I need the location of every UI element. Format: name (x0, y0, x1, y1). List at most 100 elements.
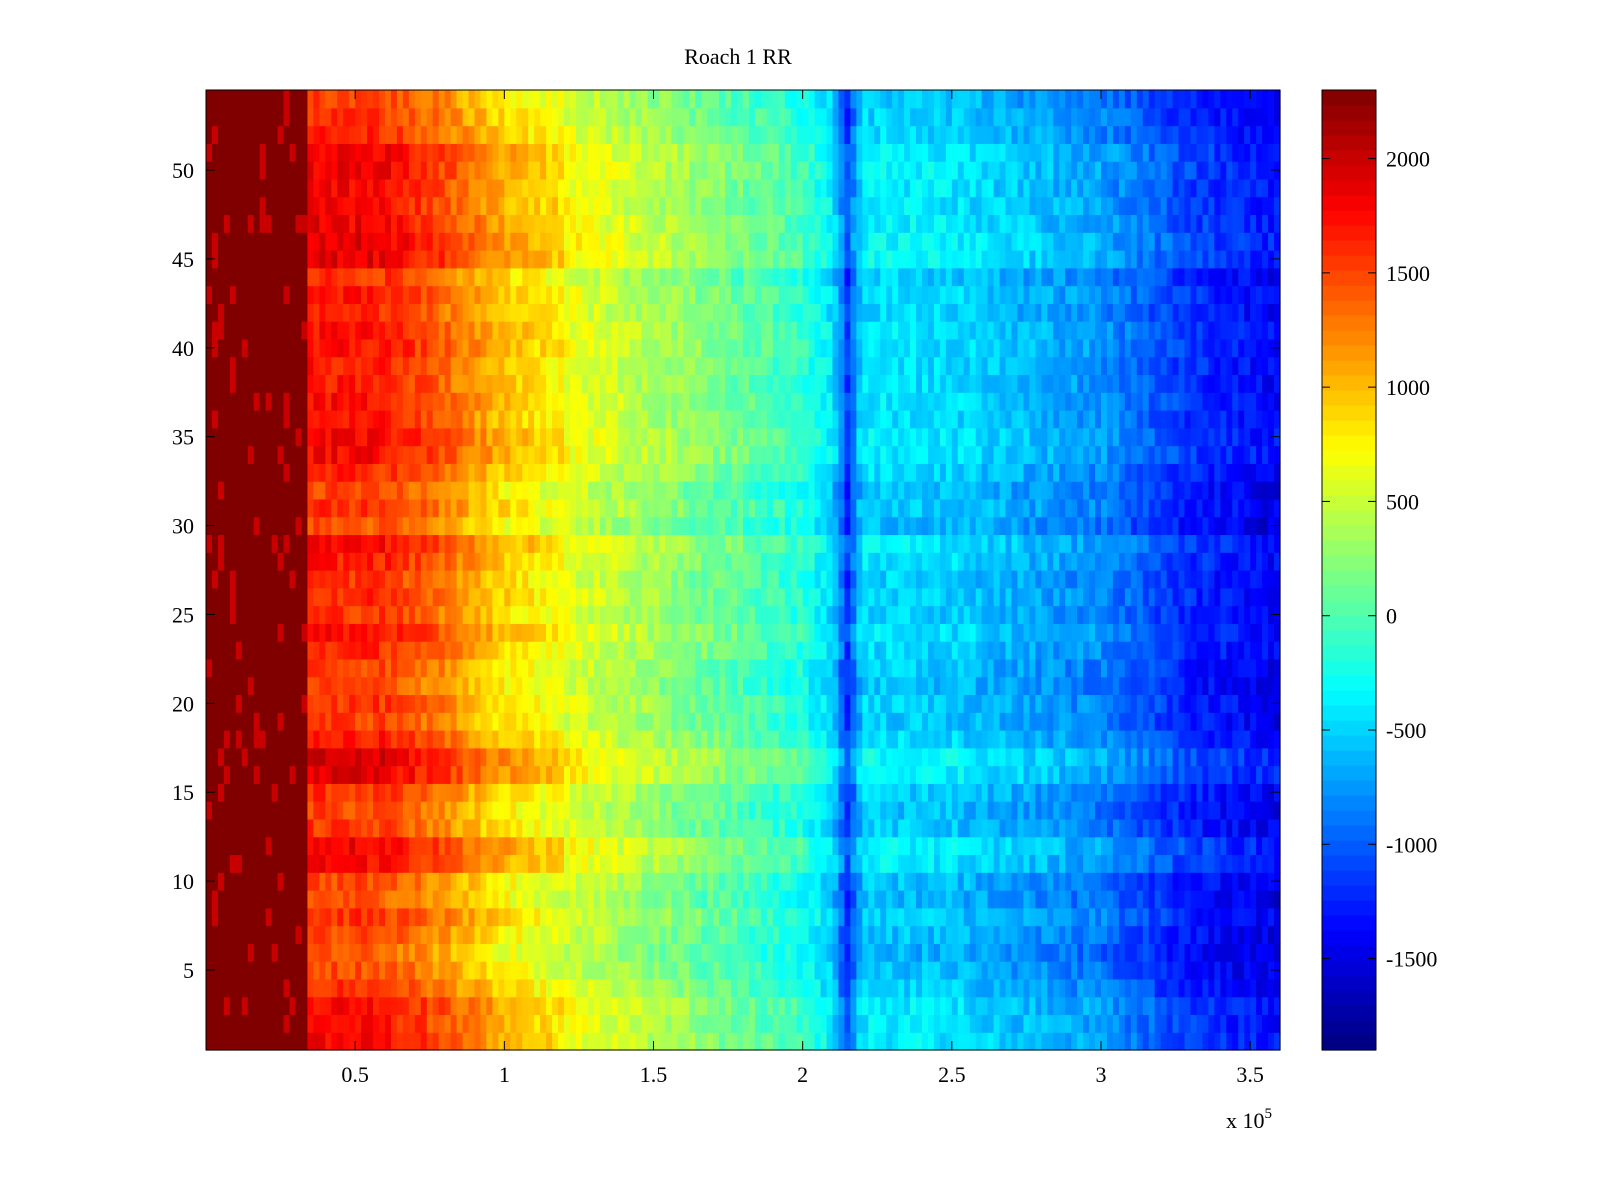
heatmap-cell (951, 925, 959, 944)
heatmap-cell (880, 890, 887, 909)
heatmap-cell (241, 818, 249, 838)
heatmap-cell (343, 978, 350, 998)
heatmap-cell (1142, 872, 1150, 891)
heatmap-cell (1059, 587, 1066, 607)
heatmap-cell (874, 765, 881, 784)
heatmap-cell (253, 747, 261, 767)
heatmap-cell (1023, 605, 1030, 624)
heatmap-cell (1077, 623, 1084, 642)
heatmap-cell (981, 783, 989, 802)
heatmap-cell (635, 694, 643, 713)
heatmap-cell (677, 694, 684, 713)
heatmap-cell (748, 570, 756, 589)
heatmap-cell (754, 818, 762, 838)
heatmap-cell (1053, 676, 1060, 696)
heatmap-cell (1112, 943, 1120, 962)
heatmap-cell (480, 925, 488, 944)
heatmap-cell (611, 890, 619, 909)
heatmap-cell (1041, 925, 1048, 944)
heatmap-cell (695, 570, 702, 589)
heatmap-cell (1262, 943, 1269, 962)
heatmap-cell (1250, 925, 1257, 944)
heatmap-cell (1083, 872, 1090, 891)
heatmap-cell (1262, 765, 1269, 784)
heatmap-cell (820, 943, 828, 962)
heatmap-cell (743, 836, 750, 856)
heatmap-cell (957, 854, 965, 873)
heatmap-cell (390, 978, 398, 998)
heatmap-cell (307, 730, 314, 749)
heatmap-cell (379, 747, 386, 767)
heatmap-cell (569, 676, 577, 696)
heatmap-cell (1190, 587, 1198, 607)
heatmap-cell (1041, 961, 1048, 980)
heatmap-cell (1202, 801, 1209, 820)
heatmap-cell (241, 996, 249, 1016)
heatmap-cell (1250, 658, 1257, 678)
heatmap-cell (1244, 730, 1251, 749)
heatmap-cell (343, 694, 350, 713)
heatmap-cell (420, 658, 428, 678)
heatmap-cell (933, 836, 941, 856)
heatmap-cell (510, 872, 517, 891)
heatmap-cell (331, 570, 338, 589)
heatmap-cell (319, 552, 326, 571)
heatmap-cell (611, 872, 619, 891)
heatmap-cell (587, 765, 595, 784)
heatmap-cell (564, 570, 571, 589)
heatmap-cell (826, 570, 834, 589)
heatmap-cell (373, 961, 380, 980)
heatmap-cell (1053, 587, 1060, 607)
heatmap-cell (1017, 658, 1025, 678)
heatmap-cell (1095, 730, 1102, 749)
heatmap-cell (1029, 925, 1036, 944)
heatmap-cell (259, 570, 267, 589)
heatmap-cell (725, 623, 732, 642)
heatmap-cell (546, 570, 553, 589)
heatmap-cell (1142, 730, 1150, 749)
heatmap-cell (295, 658, 303, 678)
heatmap-cell (820, 818, 828, 838)
heatmap-cell (880, 961, 887, 980)
heatmap-cell (1148, 570, 1156, 589)
heatmap-cell (939, 907, 947, 927)
heatmap-cell (564, 978, 571, 998)
heatmap-cell (1250, 872, 1257, 891)
heatmap-cell (534, 996, 541, 1016)
heatmap-cell (969, 694, 977, 713)
heatmap-cell (868, 961, 875, 980)
heatmap-cell (396, 1032, 404, 1051)
heatmap-cell (504, 623, 511, 642)
heatmap-cell (1172, 907, 1180, 927)
heatmap-cell (1089, 943, 1096, 962)
heatmap-cell (343, 676, 350, 696)
heatmap-cell (468, 676, 476, 696)
heatmap-cell (450, 765, 458, 784)
heatmap-cell (814, 641, 822, 660)
heatmap-cell (1232, 676, 1239, 696)
heatmap-cell (1238, 836, 1245, 856)
heatmap-cell (474, 570, 482, 589)
heatmap-cell (1274, 765, 1281, 784)
heatmap-cell (438, 765, 446, 784)
heatmap-cell (253, 907, 261, 927)
heatmap-cell (301, 712, 309, 731)
heatmap-cell (540, 978, 547, 998)
heatmap-cell (868, 623, 875, 642)
heatmap-cell (1148, 801, 1156, 820)
heatmap-cell (1017, 765, 1025, 784)
heatmap-cell (558, 605, 565, 624)
heatmap-cell (414, 907, 422, 927)
heatmap-cell (1089, 996, 1096, 1016)
heatmap-cell (1148, 925, 1156, 944)
heatmap-cell (814, 783, 822, 802)
heatmap-cell (1089, 854, 1096, 873)
heatmap-cell (379, 587, 386, 607)
heatmap-cell (271, 765, 279, 784)
heatmap-cell (1154, 836, 1162, 856)
heatmap-cell (367, 570, 374, 589)
heatmap-cell (1220, 587, 1227, 607)
heatmap-cell (259, 1014, 267, 1033)
heatmap-cell (1208, 996, 1215, 1016)
heatmap-cell (1274, 641, 1281, 660)
